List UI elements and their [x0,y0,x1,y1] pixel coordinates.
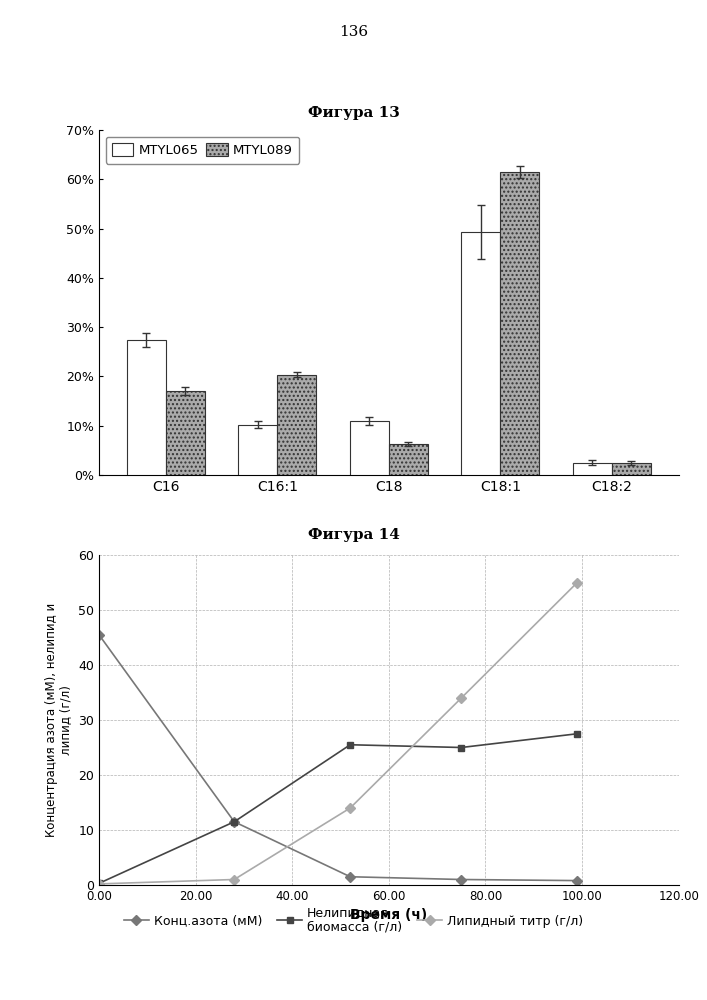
Legend: MTYL065, MTYL089: MTYL065, MTYL089 [105,137,299,164]
X-axis label: Время (ч): Время (ч) [350,908,428,922]
Bar [238,425,277,475]
Bar [277,375,317,475]
Y-axis label: Концентрация азота (мМ), нелипид и
липид (г/л): Концентрация азота (мМ), нелипид и липид… [45,603,73,837]
Bar [127,340,166,475]
Text: Фигура 14: Фигура 14 [308,528,399,542]
Text: Фигура 13: Фигура 13 [308,106,399,120]
Bar [612,463,651,475]
Bar [166,391,205,475]
Bar [462,232,501,475]
Bar [350,421,389,475]
Bar [573,463,612,475]
Bar [501,172,539,475]
Text: 136: 136 [339,25,368,39]
Legend: Конц.азота (мМ), Нелипидная
биомасса (г/л), Липидный титр (г/л): Конц.азота (мМ), Нелипидная биомасса (г/… [119,901,588,939]
Bar [389,444,428,475]
